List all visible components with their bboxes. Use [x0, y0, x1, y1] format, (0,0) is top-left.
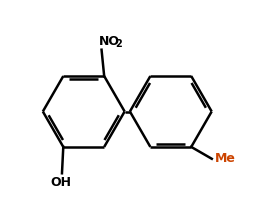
Text: Me: Me	[215, 152, 235, 165]
Text: OH: OH	[50, 176, 71, 189]
Text: 2: 2	[115, 39, 122, 49]
Text: NO: NO	[99, 35, 120, 47]
